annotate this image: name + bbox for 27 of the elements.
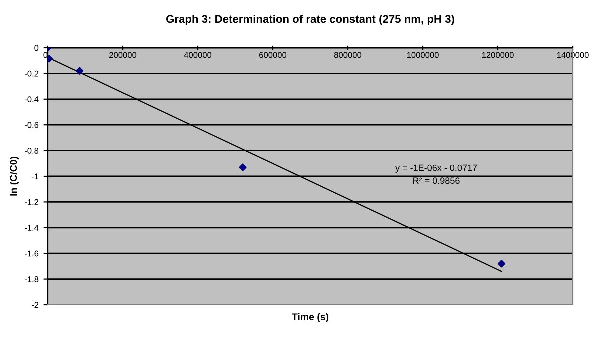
chart-title: Graph 3: Determination of rate constant (275 nm, pH 3) xyxy=(166,14,454,26)
x-tick-label: 1400000 xyxy=(557,52,589,58)
point xyxy=(76,67,84,75)
y-tick-label: -1.4 xyxy=(24,225,39,231)
point xyxy=(498,260,506,268)
y-tick-label: 0 xyxy=(34,45,39,52)
x-tick-label: 1200000 xyxy=(482,52,514,58)
y-tick-label: -1 xyxy=(32,174,39,180)
y-tick-label: -2 xyxy=(32,302,39,308)
annotation: y = -1E-06x - 0.0717 xyxy=(396,164,478,173)
y-tick-label: -0.8 xyxy=(24,148,39,154)
point xyxy=(239,164,247,172)
x-axis-title: Time (s) xyxy=(292,313,329,322)
x-tick-label: 600000 xyxy=(260,52,287,58)
x-tick-label: 400000 xyxy=(184,52,212,58)
y-tick-label: -0.4 xyxy=(24,96,39,102)
x-tick-label: 200000 xyxy=(110,52,137,58)
y-tick-label: -1.2 xyxy=(24,199,39,206)
x-tick-label: 1000000 xyxy=(407,52,439,58)
y-tick-label: -1.8 xyxy=(24,276,39,282)
x-tick-label: 800000 xyxy=(334,52,362,58)
y-tick-label: -0.2 xyxy=(24,70,39,77)
y-tick-label: -0.6 xyxy=(24,122,39,128)
y-axis-title: ln (C/C0) xyxy=(10,157,20,196)
annotation: R² = 0.9856 xyxy=(414,178,460,184)
y-tick-label: -1.6 xyxy=(24,250,39,257)
x-tick-label: 0 xyxy=(44,52,48,58)
